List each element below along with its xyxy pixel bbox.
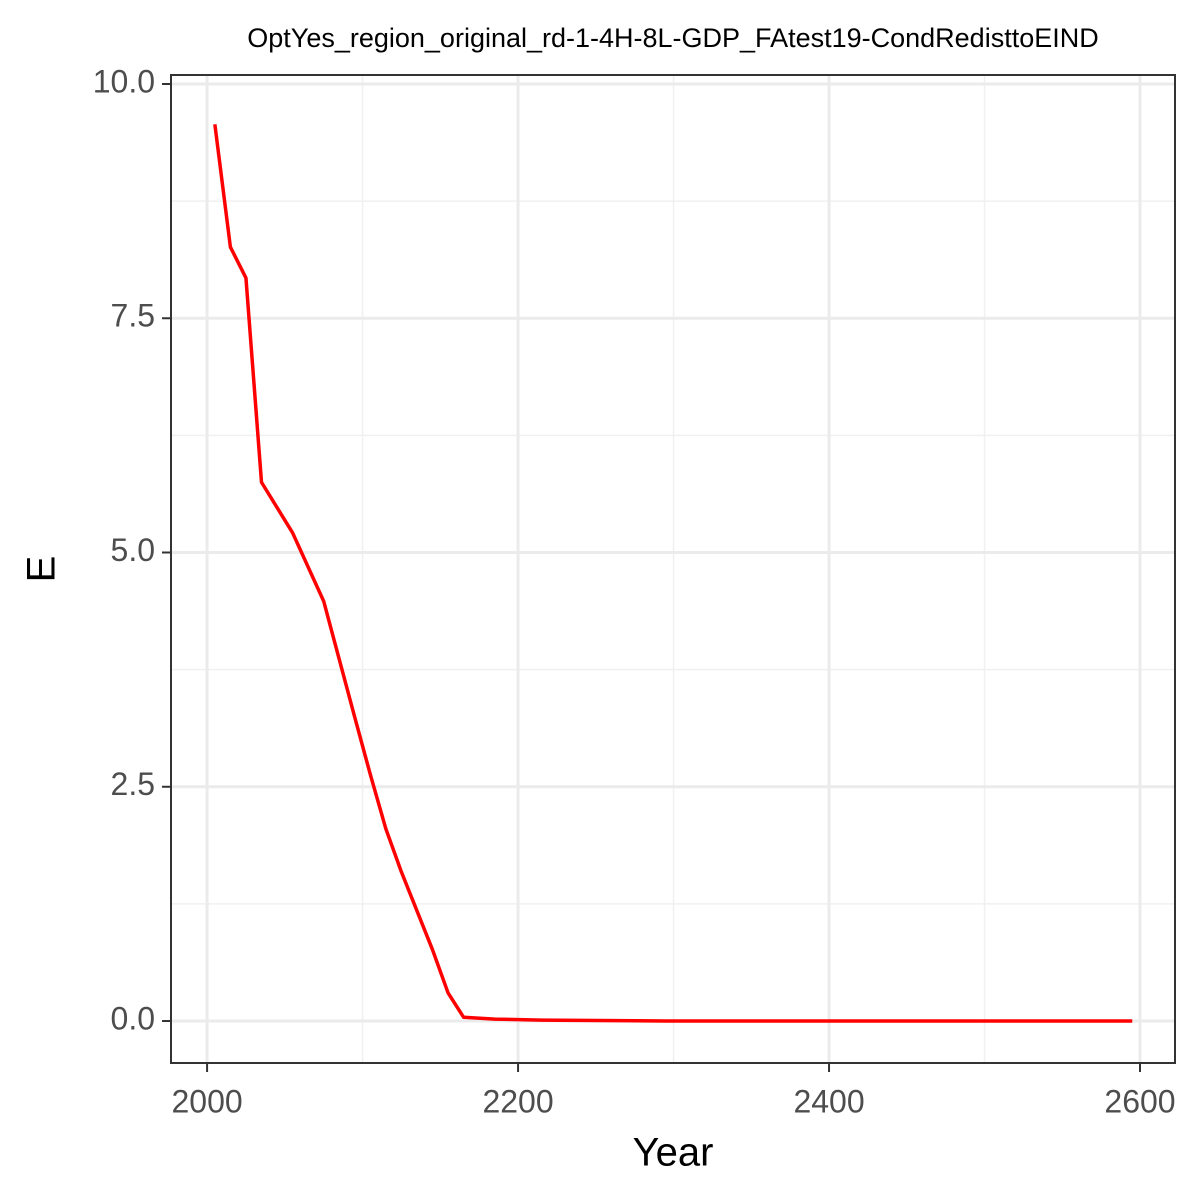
x-tick-label: 2400 xyxy=(793,1083,864,1119)
x-tick-label: 2200 xyxy=(482,1083,553,1119)
y-tick-label: 0.0 xyxy=(111,1000,155,1036)
x-tick-label: 2000 xyxy=(171,1083,242,1119)
y-tick-label: 10.0 xyxy=(93,63,155,99)
data-line xyxy=(213,124,1133,1023)
x-axis-label: Year xyxy=(633,1131,714,1175)
y-axis-label: E xyxy=(20,556,64,583)
y-tick-label: 7.5 xyxy=(111,298,155,334)
y-tick-label: 5.0 xyxy=(111,532,155,568)
panel-border xyxy=(170,74,1176,1064)
y-tick-label: 2.5 xyxy=(111,766,155,802)
x-tick-label: 2600 xyxy=(1104,1083,1175,1119)
chart-title: OptYes_region_original_rd-1-4H-8L-GDP_FA… xyxy=(247,23,1098,53)
